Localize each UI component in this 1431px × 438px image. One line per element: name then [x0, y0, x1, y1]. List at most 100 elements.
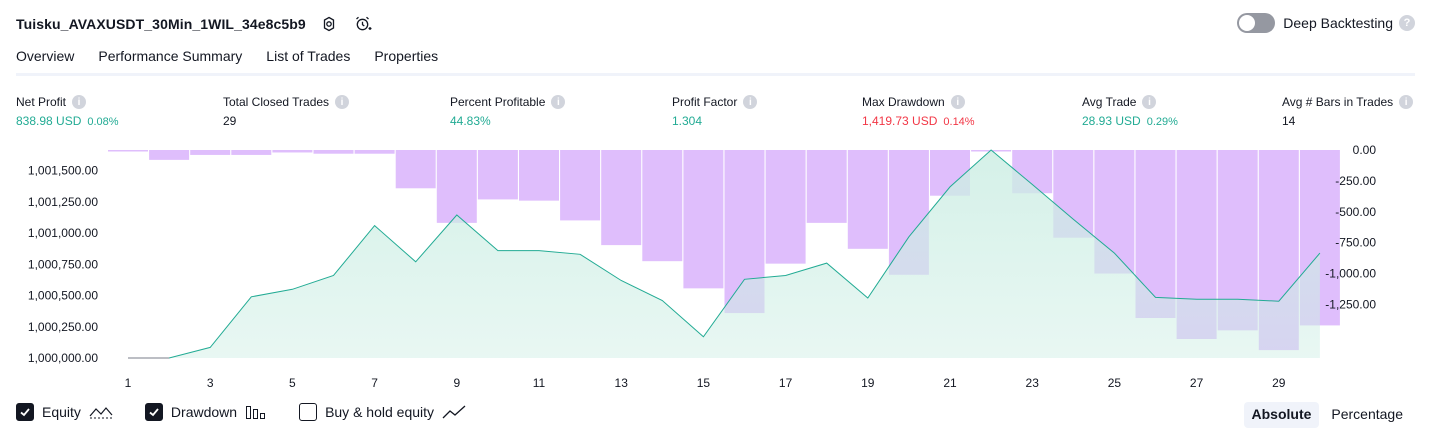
tab-properties[interactable]: Properties [374, 48, 439, 64]
metric-total-closed-trades: Total Closed Trades i 29 [223, 94, 350, 128]
add-alert-icon[interactable] [352, 13, 374, 35]
help-icon[interactable]: ? [1399, 15, 1415, 31]
legend-drawdown[interactable]: Drawdown [144, 403, 267, 421]
metric-label: Profit Factor [672, 95, 738, 109]
buy-hold-checkbox[interactable] [299, 403, 318, 421]
info-icon[interactable]: i [551, 95, 566, 109]
metric-value: 1,419.73 USD [862, 114, 938, 128]
drawdown-bar [313, 150, 354, 154]
tab-list-of-trades[interactable]: List of Trades [266, 48, 351, 64]
deep-backtesting: Deep Backtesting ? [1237, 13, 1415, 33]
equity-area [128, 150, 1320, 358]
x-tick-label: 15 [697, 376, 711, 390]
x-tick-label: 17 [779, 376, 793, 390]
legend-drawdown-label: Drawdown [170, 404, 238, 420]
drawdown-bar [765, 150, 806, 264]
tab-overview[interactable]: Overview [16, 48, 75, 76]
drawdown-bar [108, 150, 148, 152]
drawdown-bar [477, 150, 518, 200]
x-tick-label: 5 [289, 376, 296, 390]
metric-label: Max Drawdown [862, 95, 945, 109]
x-tick-label: 21 [943, 376, 957, 390]
metric-percent: 0.29% [1146, 116, 1178, 128]
tab-bar: Overview Performance Summary List of Tra… [16, 48, 462, 76]
deep-backtesting-label: Deep Backtesting [1283, 15, 1393, 31]
metric-value: 44.83% [450, 114, 491, 128]
equity-tick-label: 1,000,750.00 [28, 257, 98, 271]
info-icon[interactable]: i [1142, 95, 1157, 109]
drawdown-bar [354, 150, 395, 154]
legend-buy-hold-label: Buy & hold equity [325, 404, 435, 420]
metric-value: 14 [1282, 114, 1296, 128]
equity-drawdown-chart[interactable]: 1,000,000.00 1,000,250.00 1,000,500.00 1,00… [0, 140, 1431, 398]
scale-mode-switch: Absolute Percentage [1240, 402, 1412, 428]
drawdown-bars-icon [245, 404, 267, 420]
absolute-button[interactable]: Absolute [1243, 402, 1320, 428]
tab-performance-summary[interactable]: Performance Summary [98, 48, 243, 64]
settings-icon[interactable] [318, 13, 340, 35]
x-tick-label: 27 [1190, 376, 1204, 390]
drawdown-tick-label: -1,250.00 [1325, 297, 1376, 311]
info-icon[interactable]: i [72, 95, 87, 109]
metric-value: 28.93 USD [1082, 114, 1141, 128]
x-tick-label: 3 [207, 376, 214, 390]
metric-avg-bars: Avg # Bars in Trades i 14 [1282, 94, 1414, 128]
info-icon[interactable]: i [950, 95, 965, 109]
drawdown-tick-label: 0.00 [1353, 143, 1377, 157]
x-tick-label: 7 [371, 376, 378, 390]
equity-tick-label: 1,001,500.00 [28, 164, 98, 178]
drawdown-bar [436, 150, 477, 223]
drawdown-bar [601, 150, 642, 246]
equity-tick-label: 1,001,000.00 [28, 226, 98, 240]
drawdown-bar [806, 150, 847, 223]
metric-label: Avg Trade [1082, 95, 1137, 109]
drawdown-bar [149, 150, 190, 160]
equity-line-icon [89, 404, 113, 420]
x-tick-label: 23 [1026, 376, 1040, 390]
deep-backtesting-toggle[interactable] [1237, 13, 1276, 33]
percentage-button[interactable]: Percentage [1331, 406, 1403, 422]
metric-label: Total Closed Trades [223, 95, 330, 109]
metric-value: 1.304 [672, 114, 703, 128]
strategy-title: Tuisku_AVAXUSDT_30Min_1WIL_34e8c5b9 [16, 16, 306, 32]
drawdown-tick-label: -750.00 [1335, 236, 1376, 250]
metrics-row: Net Profit i 838.98 USD 0.08% Total Closed… [0, 94, 1431, 134]
drawdown-tick-label: -500.00 [1335, 205, 1376, 219]
info-icon[interactable]: i [1399, 95, 1414, 109]
drawdown-bar [847, 150, 888, 249]
equity-tick-label: 1,001,250.00 [28, 195, 98, 209]
metric-profit-factor: Profit Factor i 1.304 [672, 94, 758, 128]
x-tick-label: 19 [861, 376, 875, 390]
drawdown-bar [395, 150, 436, 189]
drawdown-bar [231, 150, 272, 155]
drawdown-tick-label: -1,000.00 [1325, 267, 1376, 281]
strategy-header: Tuisku_AVAXUSDT_30Min_1WIL_34e8c5b9 [16, 12, 374, 36]
drawdown-bar [190, 150, 231, 155]
x-tick-label: 13 [615, 376, 629, 390]
toggle-knob [1239, 15, 1256, 31]
drawdown-bar [642, 150, 683, 262]
legend-equity-label: Equity [42, 404, 81, 420]
tab-divider [16, 73, 1415, 76]
info-icon[interactable]: i [743, 95, 758, 109]
metric-value: 29 [223, 114, 237, 128]
equity-tick-label: 1,000,500.00 [28, 289, 98, 303]
x-tick-label: 9 [453, 376, 460, 390]
equity-checkbox[interactable] [16, 403, 34, 421]
drawdown-bar [519, 150, 559, 201]
x-tick-label: 11 [533, 376, 546, 390]
metric-avg-trade: Avg Trade i 28.93 USD 0.29% [1082, 94, 1178, 128]
drawdown-tick-label: -250.00 [1335, 174, 1376, 188]
legend-equity[interactable]: Equity [16, 403, 113, 421]
legend-buy-hold[interactable]: Buy & hold equity [299, 403, 466, 421]
x-tick-label: 29 [1272, 376, 1286, 390]
drawdown-bar [560, 150, 601, 221]
equity-tick-label: 1,000,250.00 [28, 320, 98, 334]
info-icon[interactable]: i [335, 95, 350, 109]
buy-hold-line-icon [442, 404, 466, 420]
metric-label: Avg # Bars in Trades [1282, 95, 1394, 109]
chart-legend: Equity Drawdown Buy & hold equity [16, 403, 498, 421]
drawdown-checkbox[interactable] [144, 403, 163, 421]
metric-label: Percent Profitable [450, 95, 546, 109]
metric-max-drawdown: Max Drawdown i 1,419.73 USD 0.14% [862, 94, 975, 128]
